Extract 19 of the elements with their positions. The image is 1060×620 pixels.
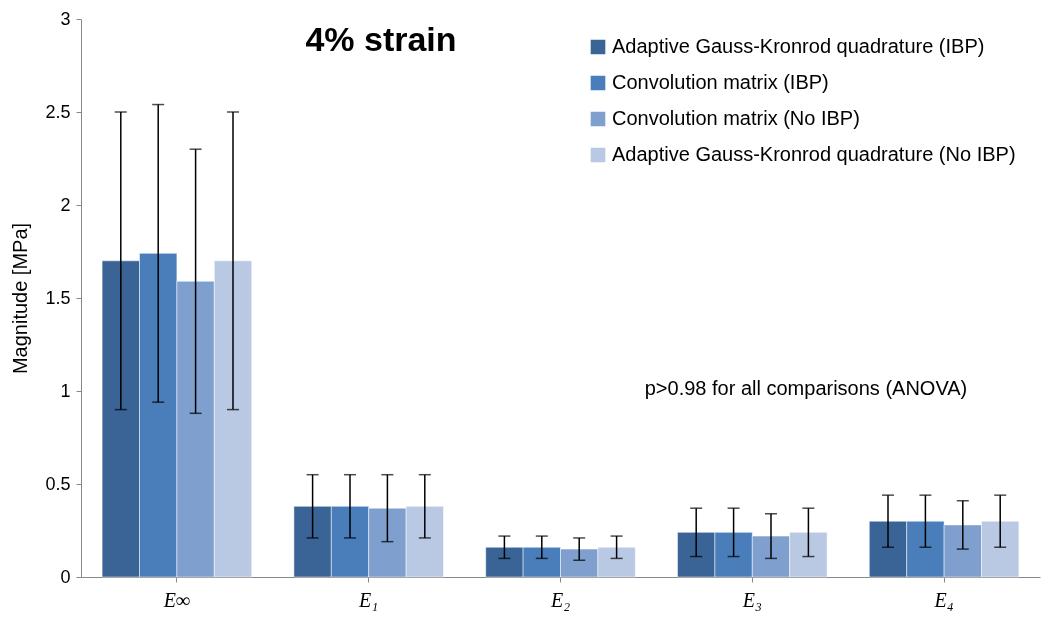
legend-label: Adaptive Gauss-Kronrod quadrature (No IBP) [612,143,1016,165]
x-tick-label: E₁ [358,588,379,611]
x-tick-label: E₃ [741,588,762,611]
x-tick-label: E₂ [549,588,571,611]
x-tick-label: E∞ [162,588,191,611]
y-tick-label: 2.5 [45,101,71,122]
y-tick-label: 3 [60,8,71,29]
x-tick-label: E₄ [933,588,954,611]
chart-title: 4% strain [305,20,457,58]
annotation: p>0.98 for all comparisons (ANOVA) [644,377,968,399]
y-tick-label: 0 [60,566,71,587]
legend-label: Convolution matrix (No IBP) [612,107,860,129]
y-tick-label: 1 [60,380,71,401]
y-axis-title: Magnitude [MPa] [9,222,32,375]
legend-label: Convolution matrix (IBP) [612,71,829,93]
y-tick-label: 0.5 [45,473,71,494]
y-tick-label: 1.5 [45,287,71,308]
y-tick-label: 2 [60,194,71,215]
legend-label: Adaptive Gauss-Kronrod quadrature (IBP) [612,35,985,57]
